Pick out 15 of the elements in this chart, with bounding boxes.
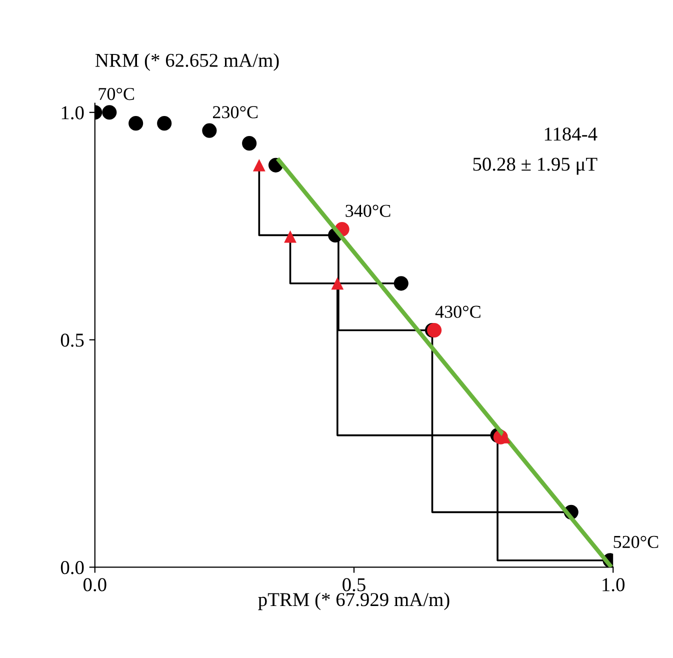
y-axis-title: NRM (* 62.652 mA/m) [95,53,279,71]
x-tick-label: 0.0 [83,578,106,592]
y-tick-label: 0.5 [60,334,84,347]
annotation: 70°C [98,88,134,100]
x-axis-title: pTRM (* 67.929 mA/m) [258,592,450,610]
x-tick-label: 1.0 [602,578,625,592]
y-tick-label: 0.0 [60,561,84,574]
annotation: 340°C [346,204,390,217]
annotation: 1184-4 [544,128,598,141]
annotation: 50.28 ± 1.95 μT [473,158,598,175]
x-tick-label: 0.5 [342,578,366,592]
annotation: 430°C [435,306,480,318]
annotation: 230°C [212,106,258,118]
annotation: 520°C [614,536,658,548]
y-tick-label: 1.0 [62,106,84,120]
